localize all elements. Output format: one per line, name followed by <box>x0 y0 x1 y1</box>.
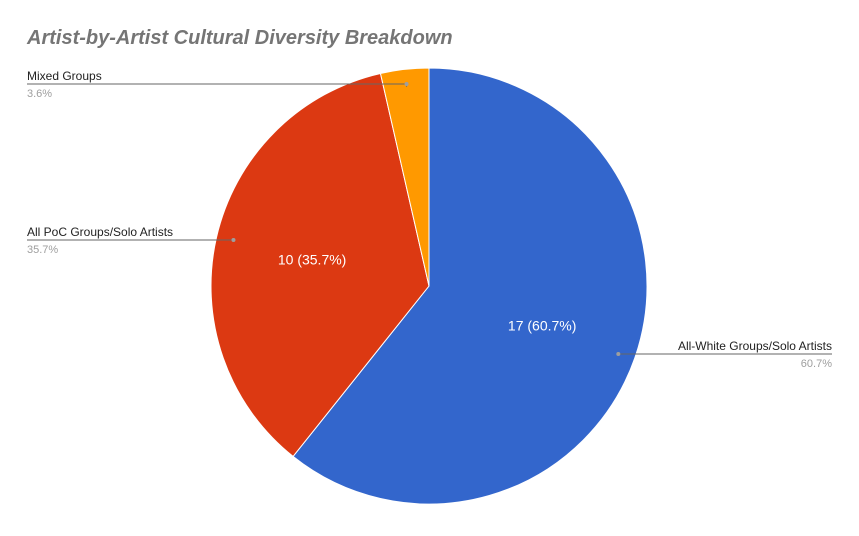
leader-dot-mixed-groups <box>404 82 409 86</box>
leader-dot-all-poc-groups-solo-artists <box>231 238 236 242</box>
data-label-all-poc-groups-solo-artists: 10 (35.7%) <box>278 251 346 267</box>
slice-percent-all-white-groups-solo-artists: 60.7% <box>801 358 832 370</box>
leader-layer: All-White Groups/Solo Artists 60.7% All Po… <box>27 69 832 370</box>
pie-slice-mixed-groups[interactable] <box>379 67 430 287</box>
inside-labels-layer: 17 (60.7%) 10 (35.7%) <box>278 251 577 333</box>
slice-label-all-white-groups-solo-artists: All-White Groups/Solo Artists <box>678 339 832 353</box>
pie-slice-all-white-groups-solo-artists[interactable] <box>292 67 648 505</box>
pie-slice-all-poc-groups-solo-artists[interactable] <box>210 72 430 458</box>
chart-title: Artist-by-Artist Cultural Diversity Brea… <box>27 27 453 49</box>
leader-dot-all-white-groups-solo-artists <box>616 352 621 356</box>
slices-layer <box>210 67 648 505</box>
slice-label-all-poc-groups-solo-artists: All PoC Groups/Solo Artists <box>27 225 173 239</box>
leader-line-all-poc-groups-solo-artists <box>27 239 234 242</box>
slice-percent-mixed-groups: 3.6% <box>27 88 52 100</box>
data-label-all-white-groups-solo-artists: 17 (60.7%) <box>508 318 576 334</box>
slice-label-mixed-groups: Mixed Groups <box>27 69 102 83</box>
slice-percent-all-poc-groups-solo-artists: 35.7% <box>27 244 58 256</box>
